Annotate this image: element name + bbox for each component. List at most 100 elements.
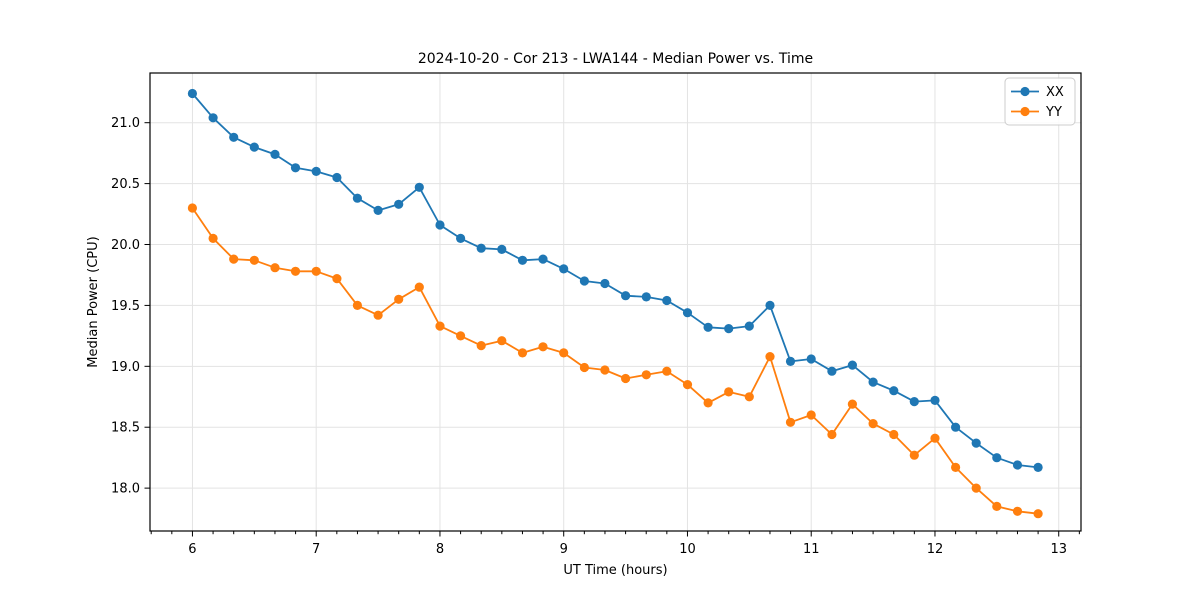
x-tick-label: 13 [1050,542,1067,557]
data-point-XX [744,321,754,331]
data-point-YY [868,419,878,429]
data-point-XX [621,291,631,301]
data-point-YY [579,362,590,373]
data-point-YY [332,274,342,284]
data-point-YY [517,348,528,358]
data-point-YY [559,348,569,358]
x-tick-label: 10 [679,542,696,557]
data-point-YY [435,321,445,331]
data-point-XX [352,193,362,203]
series-YY-markers [187,203,1043,519]
data-point-YY [847,399,858,409]
data-point-XX [538,254,548,264]
data-point-YY [744,392,754,402]
data-point-XX [703,322,713,332]
y-tick-label: 20.5 [111,177,140,192]
y-tick-label: 20.0 [111,238,140,253]
data-point-YY [270,263,280,273]
data-point-YY [311,266,321,276]
data-point-XX [373,205,383,215]
legend-marker-sample [1020,86,1030,97]
data-point-YY [992,501,1002,511]
data-point-XX [187,88,197,99]
data-point-YY [229,254,239,264]
x-tick-label: 7 [312,542,320,557]
data-point-YY [414,282,424,292]
data-point-XX [311,166,321,176]
data-point-XX [806,354,816,364]
data-point-YY [290,266,301,276]
data-point-XX [662,295,672,306]
data-point-YY [476,341,486,351]
data-point-XX [559,264,569,274]
data-point-XX [1033,462,1043,472]
legend-marker-sample [1020,106,1030,117]
data-point-XX [909,397,919,407]
y-tick-label: 19.5 [111,299,140,314]
data-point-XX [951,422,961,432]
x-tick-label: 6 [188,542,196,557]
data-point-XX [332,172,342,183]
y-tick-label: 18.5 [111,421,140,436]
data-point-YY [641,370,651,380]
data-point-XX [971,438,981,448]
data-point-YY [682,380,693,390]
data-point-XX [724,324,734,334]
data-point-YY [806,410,816,420]
data-point-YY [889,429,899,440]
data-point-XX [476,243,486,253]
data-point-XX [930,395,940,405]
data-point-YY [497,336,507,346]
data-point-XX [290,163,301,173]
y-tick-label: 21.0 [111,116,140,131]
data-point-YY [827,429,837,440]
x-axis-label: UT Time (hours) [563,563,667,578]
data-point-YY [765,352,775,362]
data-point-YY [930,433,940,443]
series-XX-markers [187,88,1043,472]
data-point-XX [579,276,590,286]
axes-spines [149,72,1082,532]
data-point-XX [827,366,837,376]
data-point-YY [662,366,672,376]
data-point-YY [971,483,981,493]
x-tick-label: 12 [927,542,944,557]
data-point-YY [600,365,610,375]
data-point-XX [868,377,878,387]
data-point-XX [208,113,218,123]
data-point-XX [1012,460,1023,470]
legend-item-label: XX [1046,85,1064,100]
data-point-YY [249,255,259,265]
grid [150,73,1081,531]
data-point-XX [600,278,610,289]
y-axis-label: Median Power (CPU) [86,236,101,367]
data-point-XX [889,386,899,396]
y-axis [144,122,150,489]
data-point-XX [229,132,239,142]
data-point-YY [187,203,197,213]
data-point-XX [765,300,775,310]
x-tick-label: 11 [803,542,820,557]
data-point-XX [456,233,466,243]
data-point-XX [847,360,858,370]
data-point-YY [352,300,362,310]
data-point-XX [497,244,507,254]
data-point-YY [621,373,631,384]
data-point-YY [394,294,404,304]
chart-title: 2024-10-20 - Cor 213 - LWA144 - Median P… [418,51,813,67]
legend-item-XX: XX [1011,85,1064,100]
x-axis [150,531,1080,537]
data-point-YY [456,331,466,341]
plot-area [150,73,1081,531]
data-point-XX [641,292,651,302]
data-point-XX [249,142,259,152]
data-point-XX [517,255,528,265]
x-tick-label: 9 [560,542,568,557]
data-point-XX [394,199,404,209]
data-point-YY [703,398,713,408]
y-tick-label: 19.0 [111,360,140,375]
data-point-XX [785,356,796,366]
data-point-YY [951,462,961,472]
